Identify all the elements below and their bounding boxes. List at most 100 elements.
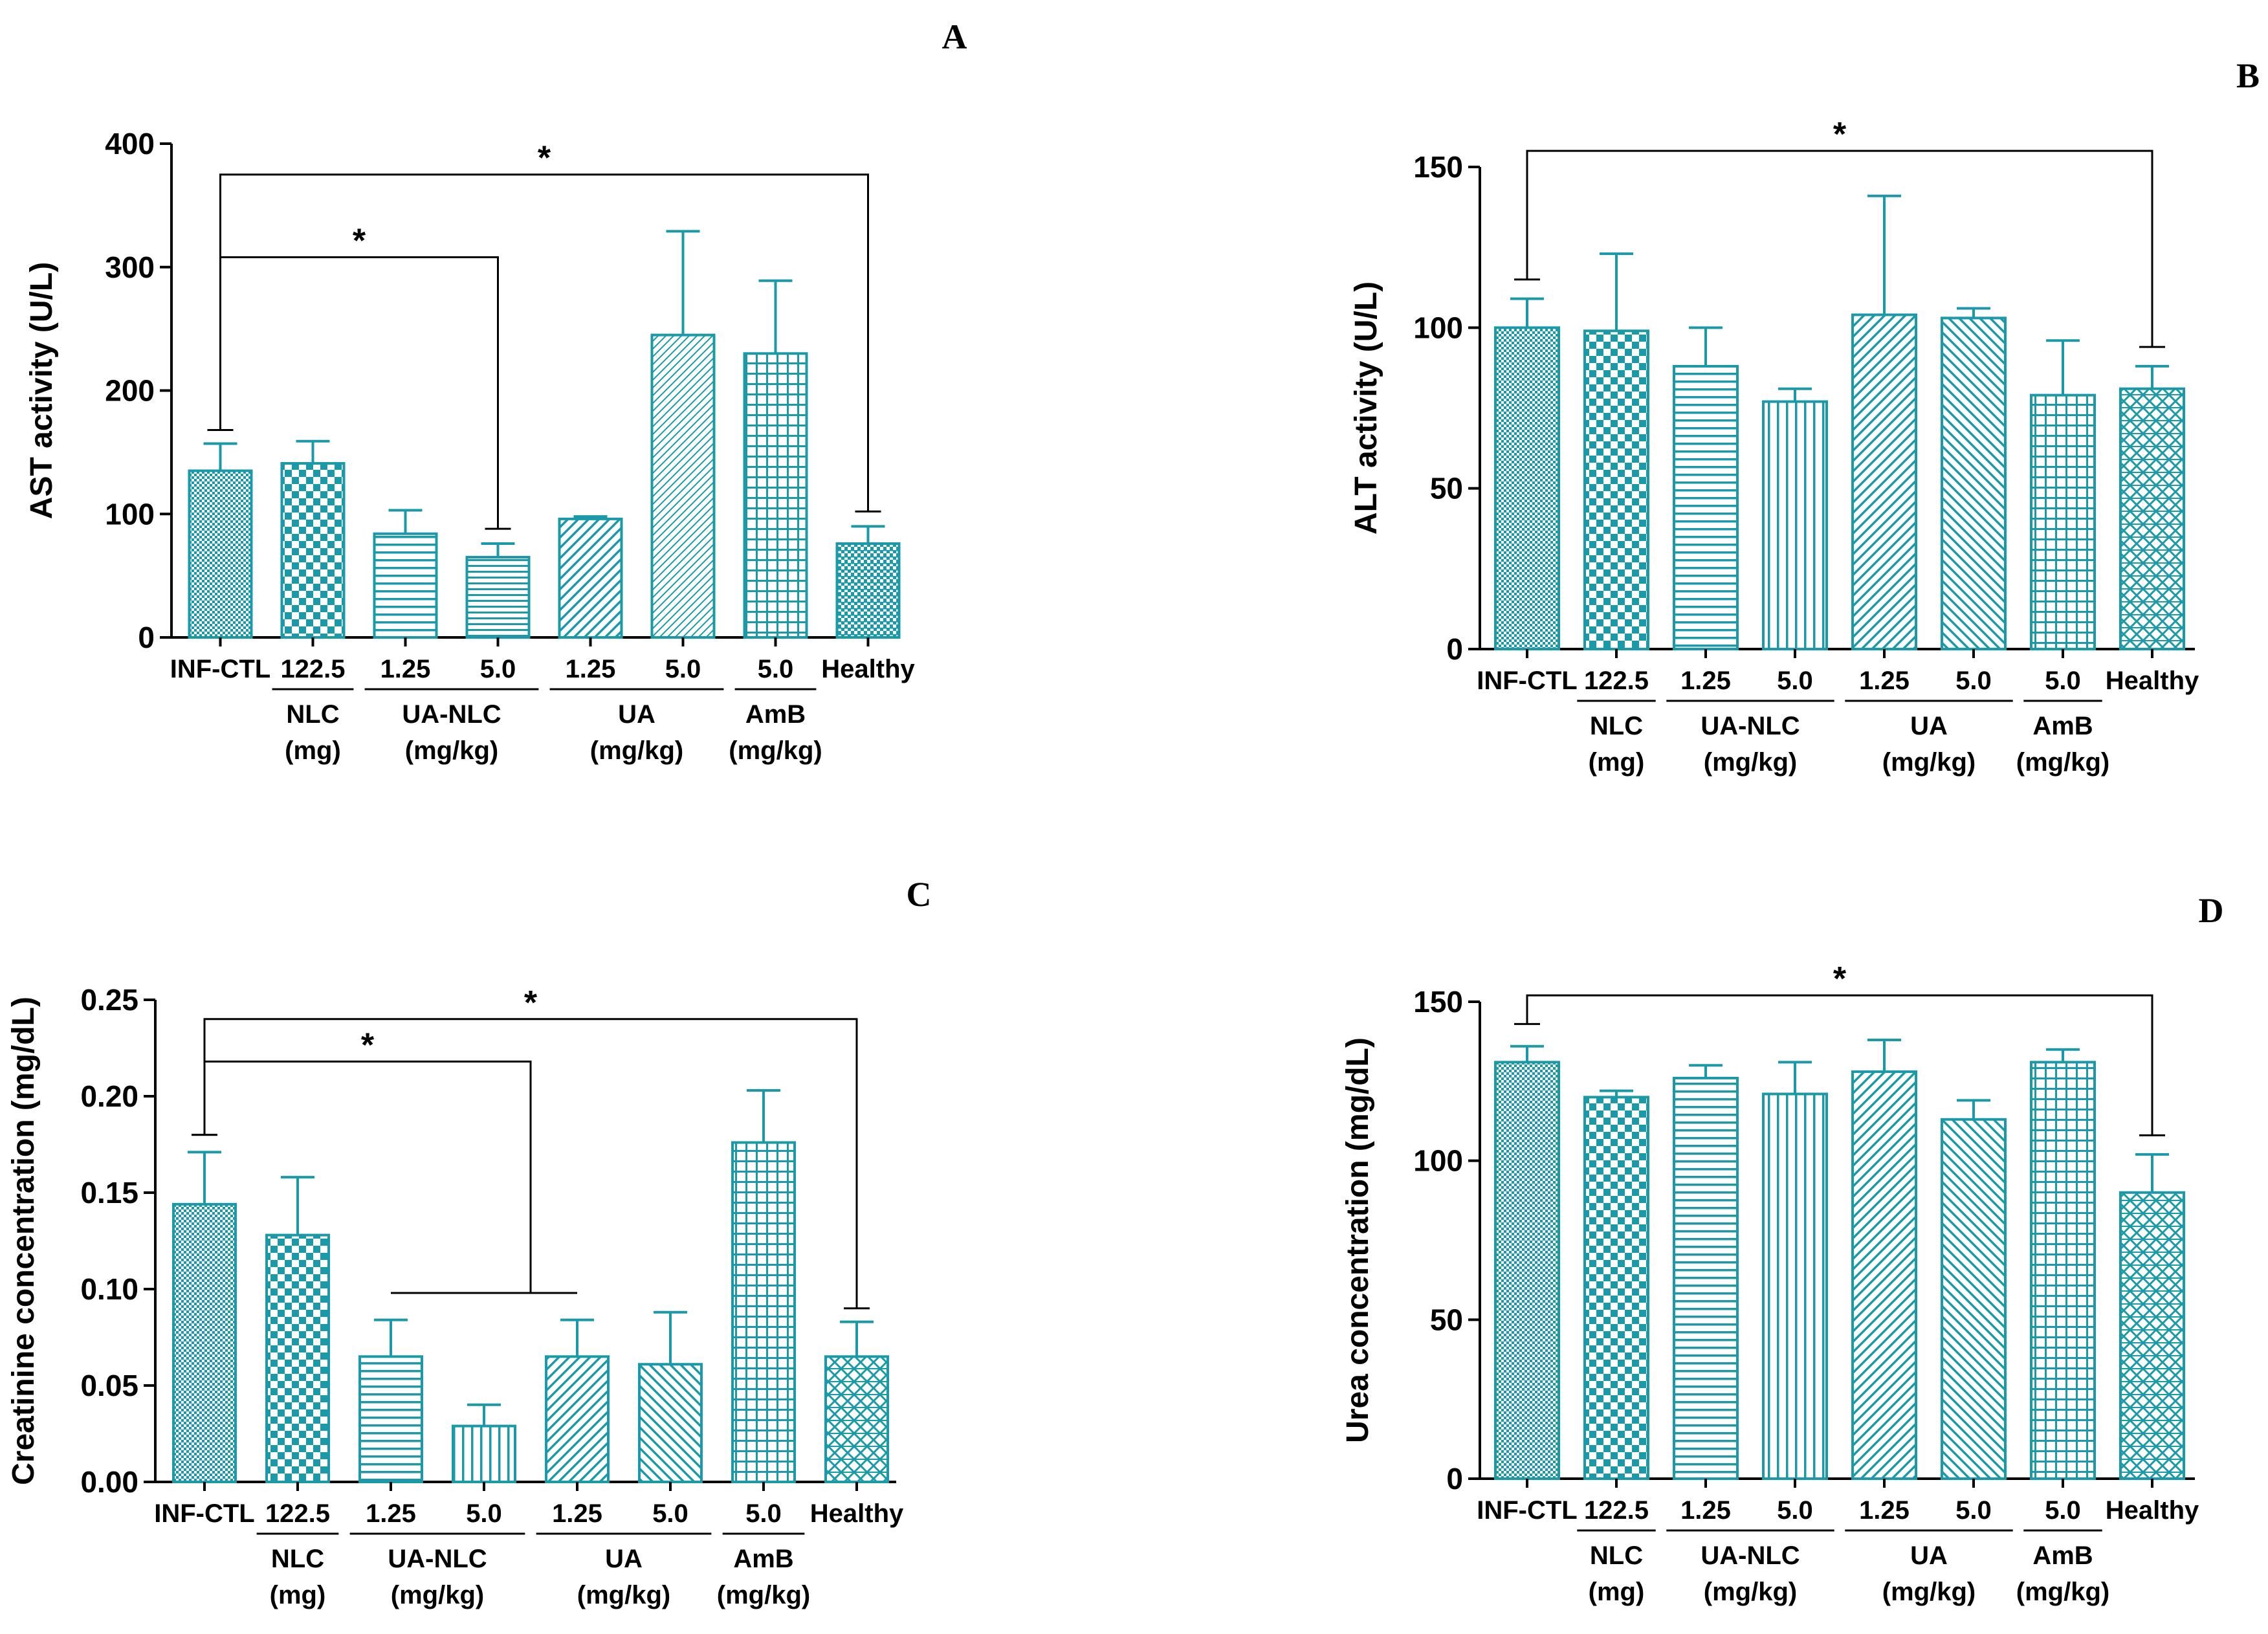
panel-b-y-tick-label: 100 [1413,311,1463,344]
panel-d-bar [1673,1076,1739,1481]
panel-b-significance-bracket [1526,149,2153,348]
panel-d-group-name: NLC [1590,1541,1643,1570]
panel-d-group-name: UA [1910,1541,1948,1570]
panel-b-category-label: 1.25 [1680,667,1731,695]
panel-c-significance-star: * [361,1026,375,1064]
panel-d-bar [2119,1191,2185,1480]
panel-b-bar [2119,387,2185,650]
panel-c-category-label: Healthy [810,1499,904,1528]
panel-c-y-tick-label: 0.05 [80,1369,138,1402]
panel-a-group-name: AmB [745,700,806,729]
panel-b-bar [1583,329,1649,650]
panel-b-bar [1673,364,1739,651]
panel-b-group-name: UA-NLC [1701,712,1800,740]
panel-a-group-name: UA [618,700,655,729]
panel-b-bar [1494,326,1560,650]
panel-c-bar [265,1233,330,1483]
panel-d-bar [1941,1118,2007,1480]
panel-a-group-unit: (mg) [285,736,341,765]
panel-d-group-unit: (mg/kg) [2016,1578,2109,1606]
panel-b-group-unit: (mg/kg) [1882,748,1976,777]
panel-d-group-unit: (mg/kg) [1882,1578,1976,1606]
panel-a-category-label: 5.0 [665,655,701,683]
panel-b-bar [1762,400,1828,650]
panel-a-y-tick-label: 200 [105,374,155,408]
panel-d-category-label: INF-CTL [1477,1496,1578,1525]
panel-d: D 0 50 100 150 Urea concentration (mg/dL) INF-… [1341,891,2224,1606]
panel-a-bar [188,469,253,639]
panel-d-group-name: AmB [2032,1541,2093,1570]
panel-d-group-unit: (mg) [1589,1578,1645,1606]
panel-c-category-label: INF-CTL [154,1499,255,1528]
panel-b-bar [2030,393,2096,651]
panel-c-category-label: 1.25 [552,1499,602,1528]
panel-b-group-name: UA [1910,712,1948,740]
panel-a-bar [280,462,346,639]
panel-a: A 0 100 200 300 400 AST activity (U/L) INF-CTL 1… [25,17,967,765]
panel-c-category-label: 122.5 [265,1499,330,1528]
panel-c-bar [172,1202,237,1483]
panel-d-y-tick-label: 50 [1430,1303,1463,1336]
panel-b-group-name: NLC [1590,712,1643,740]
panel-b-y-title: ALT activity (U/L) [1349,282,1383,535]
panel-b-group-unit: (mg) [1589,748,1645,777]
panel-c-y-tick-label: 0.20 [80,1079,138,1113]
panel-d-y-tick-label: 150 [1413,985,1463,1019]
panel-a-category-label: 1.25 [380,655,431,683]
panel-b-group-name: AmB [2032,712,2093,740]
panel-c-group-name: NLC [271,1545,324,1573]
panel-c-y-tick-label: 0.00 [80,1465,138,1499]
panel-b-significance-star: * [1833,116,1847,153]
panel-b-category-label: 122.5 [1584,667,1649,695]
panel-b-category-label: 5.0 [2045,667,2081,695]
panel-d-group-name: UA-NLC [1701,1541,1800,1570]
panel-a-y-tick-label: 400 [105,127,155,160]
panel-d-category-label: 5.0 [2045,1496,2081,1525]
panel-d-y-tick-label: 100 [1413,1144,1463,1178]
panel-b-y-tick-label: 50 [1430,472,1463,505]
panel-a-category-label: 5.0 [480,655,516,683]
panel-c-y-tick-label: 0.25 [80,983,138,1017]
panel-d-group-unit: (mg/kg) [1704,1578,1797,1606]
panel-a-letter: A [942,17,967,56]
panel-c-group-unit: (mg/kg) [391,1581,484,1609]
panel-c: C 0.00 0.05 0.10 0.15 0.20 0.25 Creatinine conc… [6,875,932,1609]
panel-a-group-unit: (mg/kg) [590,736,683,765]
panel-c-category-label: 5.0 [466,1499,502,1528]
panel-a-significance-bracket [219,256,499,529]
panel-c-group-unit: (mg/kg) [717,1581,810,1609]
panel-d-bar [1583,1096,1649,1480]
panel-a-category-label: 1.25 [566,655,616,683]
panel-c-group-unit: (mg) [270,1581,326,1609]
panel-d-category-label: 122.5 [1584,1496,1649,1525]
panel-c-group-name: UA-NLC [388,1545,487,1573]
panel-a-bar [835,542,901,639]
panel-a-group-name: NLC [286,700,339,729]
panel-b-group-unit: (mg/kg) [1704,748,1797,777]
panel-c-y-title: Creatinine concentration (mg/dL) [6,997,41,1485]
panel-b-y-tick-label: 150 [1413,150,1463,184]
panel-a-bar [558,517,623,639]
panel-a-bar [743,352,808,639]
panel-c-y-tick-label: 0.10 [80,1272,138,1306]
panel-a-category-label: 5.0 [758,655,794,683]
panel-d-letter: D [2199,891,2224,930]
panel-a-y-tick-label: 0 [138,621,155,654]
panel-c-bar [638,1363,703,1483]
panel-c-bar [452,1424,516,1484]
panel-c-category-label: 5.0 [652,1499,688,1528]
panel-c-bar [824,1355,889,1483]
panel-d-category-label: 1.25 [1859,1496,1910,1525]
panel-a-bar [373,532,438,639]
panel-b-category-label: 1.25 [1859,667,1910,695]
panel-c-group-name: UA [605,1545,643,1573]
panel-c-category-label: 5.0 [745,1499,782,1528]
panel-a-group-unit: (mg/kg) [729,736,822,765]
panel-c-bar [731,1141,796,1483]
panel-b-y-tick-label: 0 [1446,632,1463,666]
panel-c-bar [545,1355,610,1483]
panel-a-y-tick-label: 300 [105,250,155,284]
panel-b-group-unit: (mg/kg) [2016,748,2109,777]
panel-d-significance-bracket [1526,994,2153,1136]
